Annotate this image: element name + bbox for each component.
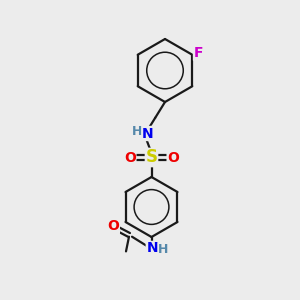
Text: O: O <box>167 151 179 164</box>
Text: O: O <box>124 151 136 164</box>
Text: F: F <box>194 46 203 60</box>
Text: N: N <box>146 242 158 255</box>
Text: S: S <box>146 148 158 166</box>
Text: N: N <box>142 127 154 140</box>
Text: O: O <box>107 220 119 233</box>
Text: H: H <box>158 243 169 256</box>
Text: H: H <box>132 124 142 138</box>
